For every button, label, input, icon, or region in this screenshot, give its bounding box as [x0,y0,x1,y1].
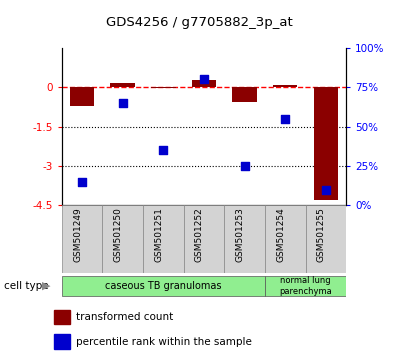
Bar [192,80,216,87]
Bar [306,205,346,273]
Text: ▶: ▶ [42,281,50,291]
Text: percentile rank within the sample: percentile rank within the sample [76,337,252,347]
Point [79,179,85,184]
Bar [102,205,143,273]
Text: caseous TB granulomas: caseous TB granulomas [105,281,222,291]
Bar [54,310,70,324]
Point [201,76,207,82]
Point [119,100,126,106]
Text: GSM501251: GSM501251 [154,207,163,262]
Text: GSM501252: GSM501252 [195,207,204,262]
Bar [183,205,224,273]
Text: GSM501255: GSM501255 [317,207,326,262]
Bar [232,87,257,102]
Bar [70,87,94,106]
Bar [224,205,265,273]
Bar [151,87,176,88]
Text: GSM501254: GSM501254 [276,207,285,262]
Bar [265,205,306,273]
Bar [273,85,297,87]
Text: GSM501250: GSM501250 [114,207,123,262]
Point [160,147,166,153]
Bar [143,205,183,273]
Text: GSM501249: GSM501249 [73,207,82,262]
Text: GSM501253: GSM501253 [236,207,245,262]
Bar [111,83,135,87]
Point [282,116,289,121]
Bar [62,275,265,296]
Text: GDS4256 / g7705882_3p_at: GDS4256 / g7705882_3p_at [105,16,293,29]
Point [323,187,329,193]
Bar [62,205,102,273]
Text: cell type: cell type [4,281,49,291]
Text: transformed count: transformed count [76,312,173,322]
Bar [314,87,338,200]
Bar [265,275,346,296]
Point [242,163,248,169]
Bar [54,335,70,349]
Text: normal lung
parenchyma: normal lung parenchyma [279,276,332,296]
